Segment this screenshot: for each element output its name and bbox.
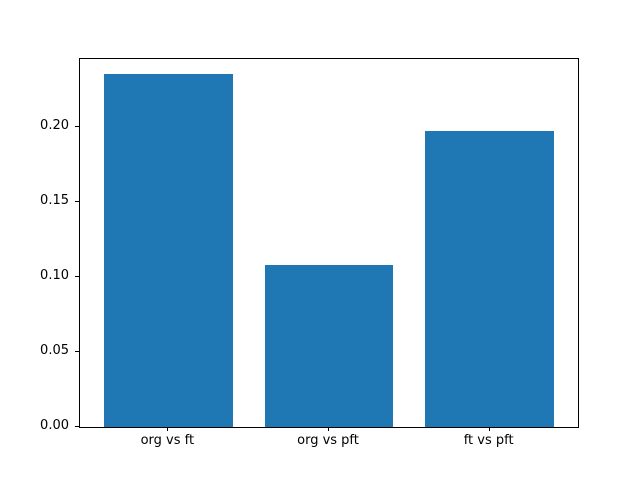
y-axis-tick <box>75 426 79 427</box>
y-tick-label: 0.10 <box>40 267 69 283</box>
x-tick-label: org vs ft <box>140 433 195 448</box>
y-tick-label: 0.20 <box>40 117 69 133</box>
x-axis-tick <box>488 427 490 431</box>
plot-area <box>79 58 579 428</box>
x-axis-tick <box>167 427 169 431</box>
y-axis-tick <box>75 200 79 202</box>
y-tick-label: 0.15 <box>40 192 69 208</box>
bar-org-vs-pft <box>264 264 394 427</box>
x-axis-tick <box>328 427 329 431</box>
x-tick-label: ft vs pft <box>463 433 514 448</box>
bar-org-vs-ft <box>104 74 233 427</box>
y-axis-tick <box>75 125 79 127</box>
y-tick-label: 0.00 <box>40 418 69 433</box>
y-axis-tick <box>75 275 79 277</box>
x-tick-label: org vs pft <box>297 433 359 448</box>
y-axis-tick <box>75 350 79 352</box>
bar-ft-vs-pft <box>425 131 554 427</box>
y-tick-label: 0.05 <box>40 342 69 358</box>
